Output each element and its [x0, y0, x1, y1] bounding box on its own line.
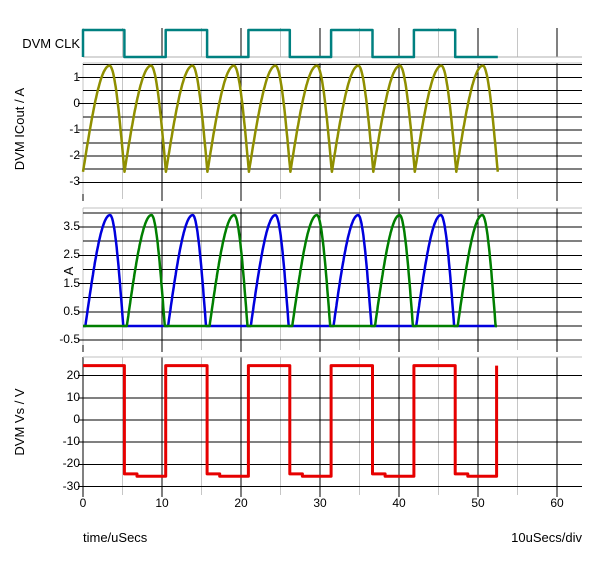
icout-trace — [81, 64, 500, 174]
y-tick-label: 20 — [66, 367, 80, 382]
y-tick-label: 3.5 — [63, 218, 80, 233]
clock-trace — [81, 28, 498, 59]
x-tick-label: 60 — [550, 496, 564, 510]
y-tick-label: -20 — [62, 456, 80, 471]
y-tick-label: 10 — [66, 389, 80, 404]
x-scale-label: 10uSecs/div — [511, 530, 582, 545]
x-tick-label: 10 — [155, 496, 169, 510]
blue-pulses-trace — [83, 213, 497, 328]
x-tick-label: 0 — [79, 496, 87, 510]
x-tick-label: 30 — [313, 496, 327, 510]
y-tick-label: 2.5 — [63, 247, 80, 262]
x-tick-label: 20 — [234, 496, 248, 510]
y-tick-label: -2 — [69, 148, 80, 163]
clock-trace-label: DVM CLK — [22, 36, 80, 51]
y-tick-label: 0 — [73, 412, 80, 426]
x-tick-label: 40 — [392, 496, 406, 510]
y-tick-label: -0.5 — [59, 332, 80, 347]
icout-axis-label: DVM ICout / A — [12, 87, 27, 171]
vs-trace — [83, 364, 499, 478]
x-tick-label: 50 — [471, 496, 485, 510]
y-tick-label: 1.5 — [63, 275, 80, 290]
vs-axis-label: DVM Vs / V — [12, 388, 27, 456]
green-pulses-trace — [83, 213, 497, 328]
y-tick-label: -30 — [62, 478, 80, 493]
y-tick-label: 1 — [73, 69, 80, 84]
x-axis-label: time/uSecs — [83, 530, 148, 545]
y-tick-label: -10 — [62, 434, 80, 449]
y-tick-label: 0.5 — [63, 303, 80, 318]
y-tick-label: 0 — [73, 95, 80, 110]
y-tick-label: -1 — [69, 121, 80, 136]
y-tick-label: -3 — [69, 174, 80, 189]
